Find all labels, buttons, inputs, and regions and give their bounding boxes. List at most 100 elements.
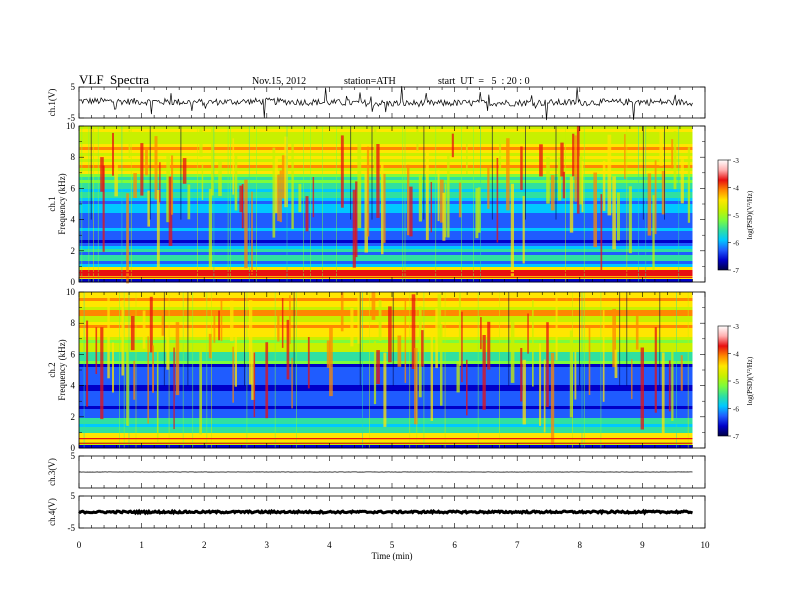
spectrogram-band — [79, 270, 693, 274]
spectrogram-burst — [447, 153, 450, 238]
spectrogram-burst — [555, 126, 557, 220]
spectrogram-burst — [555, 298, 558, 361]
spectrogram-burst — [440, 324, 443, 406]
spectrogram-burst — [499, 136, 502, 169]
y-tick-label: 2 — [71, 246, 76, 256]
spectrogram-burst — [218, 159, 222, 197]
spectrogram-burst — [256, 126, 257, 282]
spectrogram-band — [79, 189, 693, 193]
spectrogram-burst — [614, 349, 618, 378]
spectrogram-burst — [593, 172, 597, 248]
spectrogram-burst — [579, 292, 580, 386]
spectrogram-band — [79, 156, 693, 160]
spectrogram-burst — [458, 182, 462, 218]
spectrogram-burst — [239, 185, 244, 213]
spectrogram-burst — [112, 132, 114, 176]
spectrogram-band — [79, 195, 693, 199]
spectrogram-burst — [326, 340, 331, 368]
spectrogram-burst — [182, 158, 187, 184]
spectrogram-burst — [435, 126, 437, 282]
spectrogram-burst — [458, 292, 461, 366]
spectrogram-band — [79, 340, 693, 344]
spectrogram-burst — [284, 136, 288, 208]
spectrogram-burst — [154, 136, 158, 200]
spectrogram-burst — [234, 335, 237, 387]
spectrogram-burst — [525, 126, 526, 220]
y-axis-label: ch.3(V) — [47, 458, 57, 486]
spectrogram-burst — [147, 190, 150, 227]
spectrogram-burst — [421, 330, 424, 367]
spectrogram-band — [79, 183, 693, 187]
spectrogram-burst — [373, 341, 377, 405]
spectrogram-burst — [628, 186, 632, 254]
ch1-waveform-trace — [78, 86, 693, 121]
spectrogram-burst — [121, 126, 123, 282]
spectrogram-burst — [197, 126, 198, 282]
spectrogram-burst — [619, 292, 621, 386]
spectrogram-burst — [631, 359, 633, 400]
spectrogram-burst — [527, 313, 529, 354]
spectrogram-burst — [600, 292, 602, 448]
spectrogram-burst — [211, 292, 212, 448]
spectrogram-burst — [461, 311, 463, 383]
spectrogram-burst — [232, 138, 235, 195]
spectrogram-burst — [491, 126, 493, 220]
spectrogram-burst — [423, 292, 425, 448]
spectrogram-burst — [281, 298, 284, 348]
spectrogram-burst — [430, 182, 432, 233]
spectrogram-burst — [277, 310, 280, 342]
spectrogram-burst — [83, 292, 85, 448]
spectrogram-burst — [416, 126, 419, 151]
spectrogram-band — [79, 150, 693, 154]
spectrogram-burst — [638, 126, 639, 282]
spectrogram-band — [79, 138, 693, 142]
x-tick-label: 10 — [701, 540, 711, 550]
spectrogram-burst — [569, 176, 574, 233]
spectrogram-band — [79, 174, 693, 178]
spectrogram-burst — [291, 357, 293, 409]
y-axis-label: ch.4(V) — [47, 498, 57, 526]
y-tick-label: 5 — [71, 451, 76, 461]
spectrogram-burst — [305, 196, 309, 232]
spectrogram-burst — [402, 126, 404, 282]
colorbar-tick-label: -4 — [733, 351, 739, 359]
spectrogram-burst — [475, 188, 479, 239]
spectrogram-burst — [418, 174, 422, 222]
spectrogram-band — [79, 213, 693, 217]
x-tick-label: 6 — [452, 540, 457, 550]
spectrogram-burst — [654, 327, 657, 413]
ch4-waveform-trace — [78, 508, 693, 516]
spectrogram-band — [79, 249, 693, 253]
spectrogram-burst — [678, 126, 680, 282]
y-tick-label: 5 — [71, 82, 76, 92]
spectrogram-burst — [208, 333, 212, 359]
spectrogram-band — [79, 198, 693, 202]
spectrogram-burst — [201, 164, 204, 200]
spectrogram-burst — [121, 300, 125, 376]
spectrogram-burst — [171, 155, 174, 215]
spectrogram-burst — [480, 126, 481, 282]
spectrogram-burst — [687, 292, 689, 448]
y-tick-label: 8 — [71, 318, 76, 328]
spectrogram-band — [79, 192, 693, 196]
spectrogram-burst — [218, 310, 220, 341]
spectrogram-burst — [293, 292, 295, 386]
y-axis-channel-label: ch.2 — [47, 362, 57, 377]
spectrogram-burst — [664, 126, 665, 220]
spectrogram-band — [79, 445, 693, 449]
spectrogram-band — [79, 243, 693, 247]
y-tick-label: 10 — [66, 121, 76, 131]
spectrogram-band — [79, 159, 693, 163]
spectrogram-burst — [668, 360, 671, 412]
spectrogram-burst — [543, 359, 546, 433]
spectrogram-burst — [612, 176, 616, 250]
spectrogram-burst — [357, 141, 362, 229]
spectrogram-band — [79, 231, 693, 235]
spectrogram-burst — [576, 126, 580, 214]
spectrogram-burst — [659, 131, 663, 166]
spectrogram-burst — [187, 292, 189, 386]
spectrogram-burst — [588, 327, 591, 395]
spectrogram-burst — [550, 352, 555, 445]
spectrogram-burst — [227, 126, 229, 282]
spectrogram-burst — [602, 310, 605, 402]
